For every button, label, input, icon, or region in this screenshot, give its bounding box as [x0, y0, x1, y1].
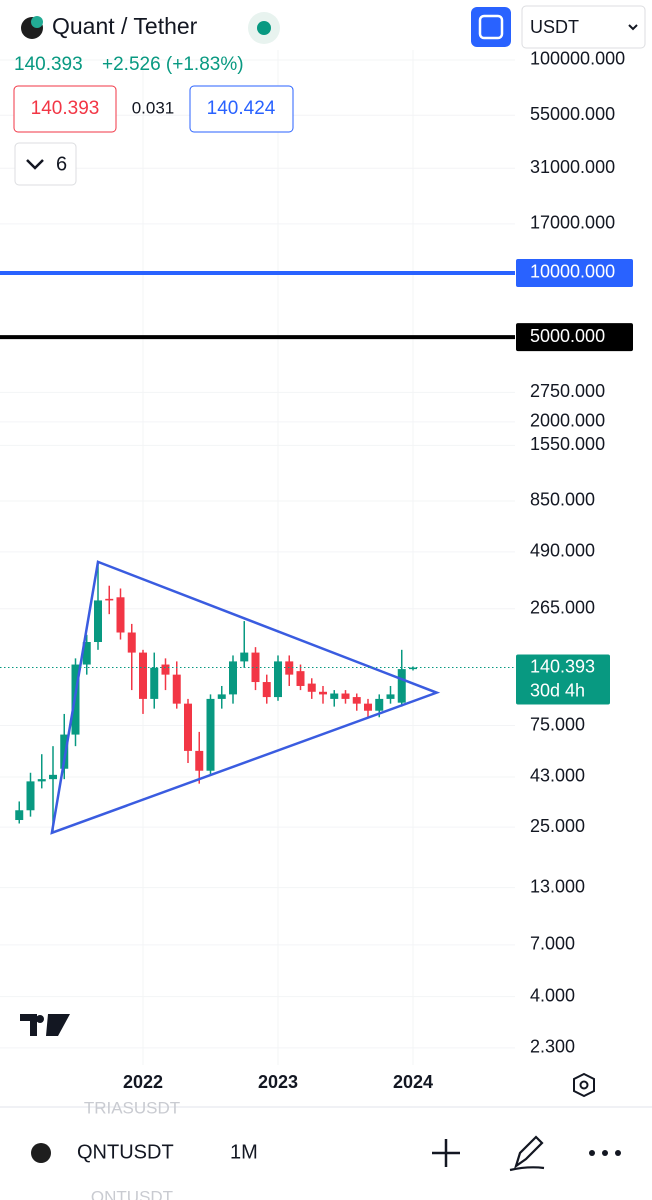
indicators-toggle[interactable]: [14, 142, 77, 186]
candle-body: [330, 693, 339, 699]
settings-icon-core: [579, 1080, 589, 1090]
dropdown-icon: [628, 24, 638, 31]
candle-body: [172, 674, 181, 704]
y-tick-label: 4.000: [530, 985, 575, 1005]
candle-body: [217, 694, 226, 699]
dot: [589, 1150, 595, 1156]
last-price-label: 140.393: [530, 656, 595, 676]
price-change: +2.526 (+1.83%): [102, 54, 244, 75]
y-tick-label: 2750.000: [530, 381, 605, 401]
y-tick-label: 265.000: [530, 598, 595, 618]
candle-body: [341, 693, 350, 699]
chevron-icon: [26, 159, 44, 170]
currency-select[interactable]: [521, 5, 646, 49]
buy-button[interactable]: [189, 85, 294, 133]
candle-body: [240, 652, 249, 662]
candle-body: [409, 667, 417, 670]
price-label-box: [516, 258, 633, 287]
tv-logo: [20, 1014, 70, 1036]
price-label: 5000.000: [530, 326, 605, 346]
candle-body: [60, 734, 69, 769]
candle-body: [386, 694, 395, 699]
trendline-triangle: [50, 560, 441, 835]
candle-body: [352, 697, 361, 704]
tv-logo-dot: [36, 1015, 44, 1023]
interval[interactable]: 1M: [230, 1141, 258, 1163]
candle-body: [49, 774, 57, 780]
exchange-badge: [31, 16, 43, 28]
last-price-box: [516, 654, 610, 705]
settings-icon[interactable]: [573, 1072, 595, 1098]
y-tick-label: 55000.000: [530, 104, 615, 124]
sell-button[interactable]: [13, 85, 117, 133]
candle-body: [94, 600, 102, 643]
y-tick-label: 850.000: [530, 490, 595, 510]
candle-body: [161, 664, 170, 675]
y-tick-label: 43.000: [530, 766, 585, 786]
x-tick-label: 2024: [393, 1072, 433, 1092]
candle-body: [296, 671, 305, 686]
candle-body: [127, 632, 136, 653]
candle-body: [139, 652, 147, 699]
y-tick-label: 2.300: [530, 1037, 575, 1057]
countdown: 30d 4h: [530, 680, 585, 700]
fullscreen-icon: [478, 14, 504, 40]
spread: 0.031: [132, 98, 175, 117]
candle-body: [206, 698, 215, 771]
y-tick-label: 31000.000: [530, 157, 615, 177]
bid-price: 140.393: [31, 98, 100, 119]
market-status-dot: [257, 21, 271, 35]
candle-body: [116, 597, 125, 633]
add-button[interactable]: [432, 1139, 460, 1167]
fullscreen-button[interactable]: [471, 7, 511, 47]
candle-body: [307, 683, 316, 692]
y-tick-label: 1550.000: [530, 434, 605, 454]
currency: USDT: [530, 17, 579, 37]
watchlist-prev[interactable]: TRIASUSDT: [84, 1098, 180, 1117]
candle-body: [364, 703, 372, 711]
draw-button[interactable]: [509, 1135, 545, 1172]
dot: [615, 1150, 621, 1156]
price-label-box: [516, 323, 633, 352]
candle-body: [251, 652, 260, 683]
y-tick-label: 100000.000: [530, 49, 625, 69]
candle-body: [82, 642, 91, 665]
candle-body: [37, 779, 46, 782]
candle-body: [397, 669, 406, 703]
candle-body: [195, 750, 204, 771]
candle-body: [184, 703, 192, 751]
indicator-count: 6: [56, 153, 67, 175]
candle-body: [274, 661, 282, 698]
last-price: 140.393: [14, 54, 83, 75]
footer-logo: [31, 1143, 51, 1163]
y-tick-label: 25.000: [530, 816, 585, 836]
x-tick-label: 2022: [123, 1072, 163, 1092]
y-tick-label: 17000.000: [530, 213, 615, 233]
candle-body: [375, 698, 384, 711]
candle-body: [105, 598, 114, 601]
more-button[interactable]: [589, 1150, 621, 1156]
symbol-title[interactable]: Quant / Tether: [52, 13, 198, 39]
price-label: 10000.000: [530, 262, 615, 282]
candle-body: [262, 682, 271, 698]
y-tick-label: 75.000: [530, 714, 585, 734]
footer-symbol[interactable]: QNTUSDT: [77, 1141, 174, 1163]
y-tick-label: 490.000: [530, 541, 595, 561]
candle-body: [150, 667, 159, 699]
watchlist-next[interactable]: QNTUSDT: [91, 1187, 173, 1200]
candle-body: [15, 810, 24, 821]
candle-body: [319, 691, 327, 695]
y-tick-label: 7.000: [530, 934, 575, 954]
y-tick-label: 2000.000: [530, 411, 605, 431]
candle-body: [229, 661, 237, 695]
dot: [602, 1150, 608, 1156]
ask-price: 140.424: [207, 98, 276, 119]
x-tick-label: 2023: [258, 1072, 298, 1092]
candle-body: [26, 781, 35, 811]
y-tick-label: 13.000: [530, 876, 585, 896]
